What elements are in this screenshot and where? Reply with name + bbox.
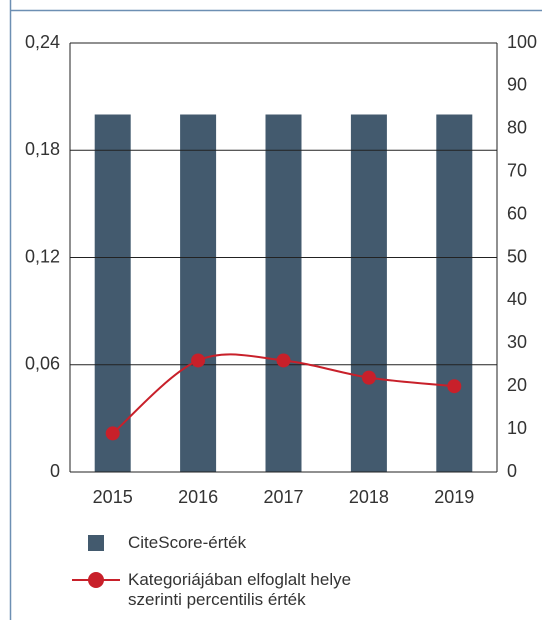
y-tick-label: 0,24 <box>25 32 60 52</box>
legend-label: Kategoriájában elfoglalt helye szerinti … <box>128 570 352 609</box>
x-tick-label: 2015 <box>93 487 133 507</box>
y2-tick-label: 10 <box>507 418 527 438</box>
y2-tick-label: 20 <box>507 375 527 395</box>
line-marker <box>105 426 120 441</box>
y-tick-label: 0,18 <box>25 139 60 159</box>
bar <box>94 114 131 472</box>
y2-tick-label: 60 <box>507 203 527 223</box>
legend-swatch <box>88 535 104 551</box>
y2-tick-label: 30 <box>507 332 527 352</box>
line-marker <box>191 353 206 368</box>
x-tick-label: 2019 <box>434 487 474 507</box>
y-tick-label: 0 <box>50 461 60 481</box>
y2-tick-label: 100 <box>507 32 537 52</box>
legend-label: CiteScore-érték <box>128 533 247 552</box>
line-marker <box>447 379 462 394</box>
y2-tick-label: 80 <box>507 118 527 138</box>
bar <box>436 114 473 472</box>
x-tick-label: 2018 <box>349 487 389 507</box>
y-tick-label: 0,12 <box>25 246 60 266</box>
y2-tick-label: 70 <box>507 160 527 180</box>
y2-tick-label: 0 <box>507 461 517 481</box>
line-marker <box>276 353 291 368</box>
y-tick-label: 0,06 <box>25 354 60 374</box>
y2-tick-label: 90 <box>507 75 527 95</box>
y2-tick-label: 50 <box>507 246 527 266</box>
bar <box>350 114 387 472</box>
x-tick-label: 2017 <box>263 487 303 507</box>
x-tick-label: 2016 <box>178 487 218 507</box>
y2-tick-label: 40 <box>507 289 527 309</box>
bar <box>180 114 217 472</box>
line-marker <box>361 370 376 385</box>
bar <box>265 114 302 472</box>
legend-marker <box>88 572 104 588</box>
